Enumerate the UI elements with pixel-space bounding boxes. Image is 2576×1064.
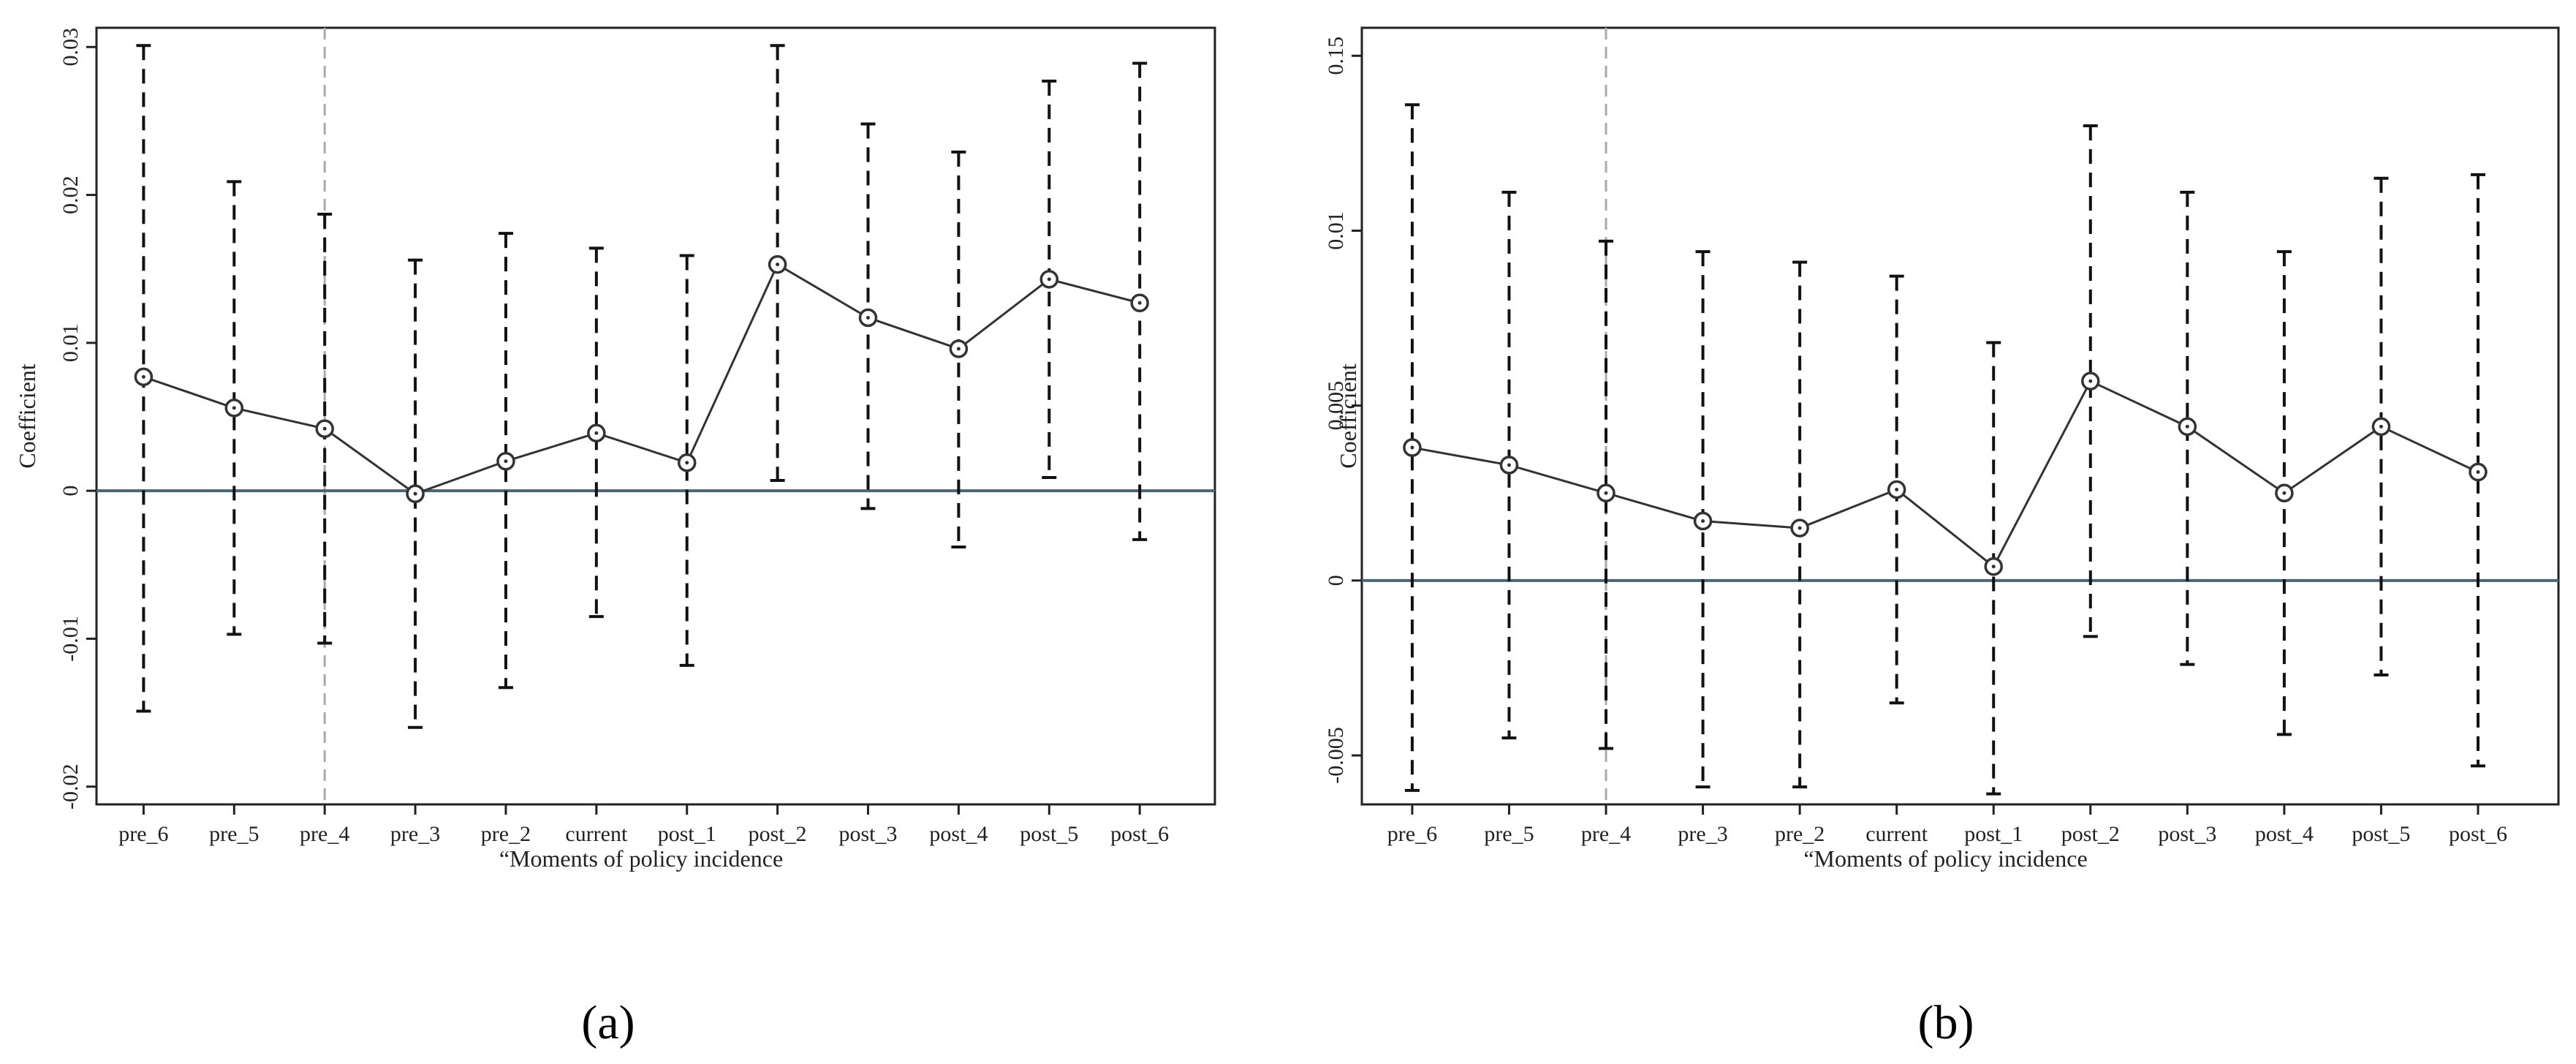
panel-a-point-center-post_4 xyxy=(956,347,961,351)
panel-b-label: (b) xyxy=(1918,996,1974,1049)
panel-a-label: (a) xyxy=(581,996,634,1049)
panel-a-xtick-label-pre_4: pre_4 xyxy=(300,822,349,846)
panel-a-ytick-label-3: 0.01 xyxy=(58,324,83,363)
panel-a-xtick-label-post_1: post_1 xyxy=(658,822,716,846)
panel-b-xtick-label-post_4: post_4 xyxy=(2255,822,2314,846)
panel-b-point-center-post_3 xyxy=(2185,424,2189,429)
panel-a-xtick-label-post_6: post_6 xyxy=(1110,822,1169,846)
panel-a-ytick-label-0: -0.02 xyxy=(58,763,83,810)
panel-a-xtick-label-post_3: post_3 xyxy=(839,822,898,846)
panel-b: -0.005 0 0.005 0.01 0.15 pre_6 pre_5 pre_4 pre_3… xyxy=(1324,26,2560,1049)
panel-b-point-center-post_4 xyxy=(2282,491,2287,495)
panel-b-xtick-label-pre_2: pre_2 xyxy=(1775,822,1825,846)
panel-a-point-center-current xyxy=(594,431,599,435)
panel-a-point-center-post_2 xyxy=(776,263,780,267)
panel-b-ytick-label-4: 0.15 xyxy=(1324,37,1348,75)
panel-b-point-center-pre_3 xyxy=(1701,519,1705,524)
panel-b-ytick-label-1: 0 xyxy=(1324,575,1348,586)
panel-a-xtick-label-pre_2: pre_2 xyxy=(481,822,531,846)
panel-a-xtick-label-post_4: post_4 xyxy=(929,822,988,846)
panel-b-point-center-pre_5 xyxy=(1507,463,1511,467)
panel-a-xtick-label-post_5: post_5 xyxy=(1020,822,1078,846)
panel-b-xtick-label-current: current xyxy=(1865,822,1928,846)
panel-a-point-center-post_1 xyxy=(685,461,689,465)
panel-a-point-center-pre_4 xyxy=(322,426,327,431)
panel-b-point-center-pre_6 xyxy=(1410,445,1414,450)
panel-a-xtick-label-pre_6: pre_6 xyxy=(118,822,168,846)
panel-a-ytick-label-1: -0.01 xyxy=(58,616,83,662)
panel-a-y-axis-title: Coefficient xyxy=(14,363,40,468)
panel-b-xtick-label-pre_4: pre_4 xyxy=(1581,822,1631,846)
panel-a-ytick-label-4: 0.02 xyxy=(58,176,83,214)
panel-b-ytick-label-0: -0.005 xyxy=(1324,727,1348,784)
panel-b-xtick-label-pre_6: pre_6 xyxy=(1387,822,1437,846)
panel-a: -0.02 -0.01 0 0.01 0.02 0.03 pre_6 pre_5 pre_4 pr… xyxy=(14,26,1216,1049)
panel-b-ytick-label-2: 0.005 xyxy=(1324,381,1348,431)
panel-a-point-center-pre_6 xyxy=(141,374,145,379)
panel-a-ytick-label-5: 0.03 xyxy=(58,28,83,67)
panel-a-estimate-line xyxy=(143,263,1140,495)
panel-b-point-center-post_6 xyxy=(2476,470,2480,475)
panel-b-x-axis-title: “Moments of policy incidence xyxy=(1803,845,2087,872)
panel-b-y-axis-title: Coefficient xyxy=(1335,363,1361,468)
panel-a-xtick-label-pre_3: pre_3 xyxy=(390,822,440,846)
panel-b-xtick-label-pre_3: pre_3 xyxy=(1678,822,1727,846)
panel-a-xtick-label-post_2: post_2 xyxy=(749,822,807,846)
panel-b-point-center-post_5 xyxy=(2379,424,2383,429)
panel-b-xtick-label-post_3: post_3 xyxy=(2158,822,2216,846)
panel-a-plot-frame xyxy=(95,26,1216,806)
panel-a-xtick-label-current: current xyxy=(565,822,628,846)
panel-a-point-center-pre_5 xyxy=(232,406,236,410)
panel-a-point-center-post_6 xyxy=(1137,301,1142,305)
panel-a-point-center-pre_3 xyxy=(413,491,417,496)
panel-a-xtick-label-pre_5: pre_5 xyxy=(209,822,259,846)
panel-b-xtick-label-post_6: post_6 xyxy=(2449,822,2507,846)
panel-a-ytick-label-2: 0 xyxy=(58,486,83,497)
panel-a-x-axis-title: “Moments of policy incidence xyxy=(499,845,783,872)
panel-b-xtick-label-post_5: post_5 xyxy=(2352,822,2410,846)
panel-a-point-center-pre_2 xyxy=(504,459,508,464)
panel-b-point-center-post_2 xyxy=(2088,379,2093,383)
panel-a-point-center-post_5 xyxy=(1047,277,1051,282)
panel-b-point-center-post_1 xyxy=(1991,565,1996,569)
panel-b-point-center-current xyxy=(1895,487,1899,491)
panel-b-point-center-pre_2 xyxy=(1797,526,1802,530)
panel-b-xtick-label-post_2: post_2 xyxy=(2061,822,2120,846)
panel-b-plot-frame xyxy=(1360,26,2560,806)
panel-b-ytick-label-3: 0.01 xyxy=(1324,211,1348,250)
panel-b-xtick-label-pre_5: pre_5 xyxy=(1484,822,1534,846)
panel-a-point-center-post_3 xyxy=(866,315,871,320)
panel-b-estimate-line xyxy=(1412,380,2479,569)
panel-b-point-center-pre_4 xyxy=(1604,491,1608,495)
panel-b-xtick-label-post_1: post_1 xyxy=(1964,822,2023,846)
